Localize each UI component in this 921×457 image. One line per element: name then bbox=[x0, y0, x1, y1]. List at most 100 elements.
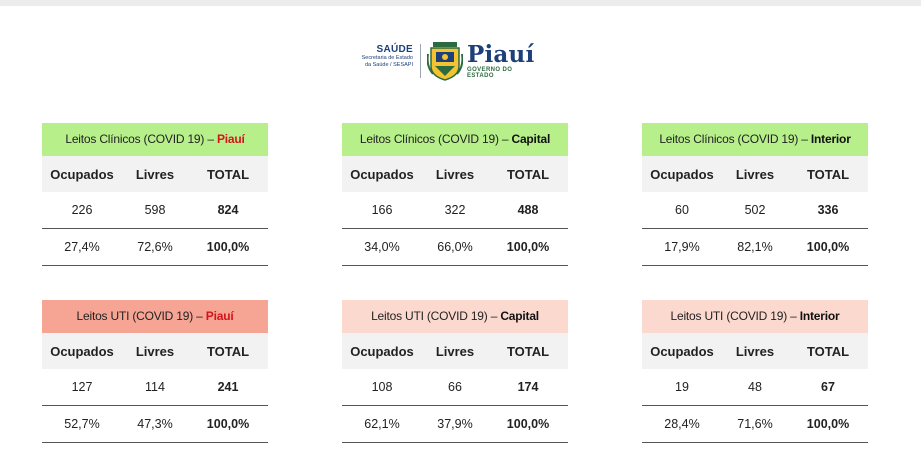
table-row-counts: 166 322 488 bbox=[342, 192, 568, 229]
title-text: Leitos Clínicos (COVID 19) – bbox=[659, 132, 811, 146]
saude-subtitle-2: da Saúde / SESAPI bbox=[364, 62, 413, 68]
table-row-percents: 52,7% 47,3% 100,0% bbox=[42, 406, 268, 443]
col-total: TOTAL bbox=[506, 166, 550, 182]
cell-ocupados: 226 bbox=[71, 203, 93, 217]
col-ocupados: Ocupados bbox=[50, 166, 114, 182]
col-ocupados: Ocupados bbox=[50, 343, 114, 359]
cell-total-pct: 100,0% bbox=[506, 417, 550, 431]
cell-ocupados: 60 bbox=[675, 203, 689, 217]
table-title: Leitos UTI (COVID 19) – Piauí bbox=[42, 300, 268, 333]
state-subtitle: GOVERNO DO ESTADO bbox=[467, 67, 513, 79]
cell-livres-pct: 72,6% bbox=[137, 240, 173, 254]
table-uti-piaui: Leitos UTI (COVID 19) – Piauí Ocupados L… bbox=[42, 300, 268, 443]
saude-subtitle-1: Secretaria de Estado bbox=[361, 55, 413, 61]
cell-ocupados-pct: 17,9% bbox=[664, 240, 700, 254]
cell-livres-pct: 37,9% bbox=[437, 417, 473, 431]
cell-livres-pct: 82,1% bbox=[737, 240, 773, 254]
cell-total: 336 bbox=[817, 203, 839, 217]
saude-logo: SAÚDE Secretaria de Estado da Saúde / SE… bbox=[355, 44, 413, 69]
cell-ocupados-pct: 28,4% bbox=[664, 417, 700, 431]
cell-total: 67 bbox=[821, 380, 835, 394]
col-livres: Livres bbox=[135, 166, 175, 182]
table-clinicos-capital: Leitos Clínicos (COVID 19) – Capital Ocu… bbox=[342, 123, 568, 266]
saude-title: SAÚDE bbox=[376, 44, 413, 55]
cell-ocupados: 166 bbox=[371, 203, 393, 217]
cell-total: 174 bbox=[517, 380, 539, 394]
column-headers: Ocupados Livres TOTAL bbox=[42, 333, 268, 369]
piaui-logo: Piauí GOVERNO DO ESTADO bbox=[467, 41, 535, 80]
region-label: Piauí bbox=[205, 309, 234, 323]
cell-ocupados: 127 bbox=[71, 380, 93, 394]
table-title: Leitos UTI (COVID 19) – Capital bbox=[342, 300, 568, 333]
cell-total-pct: 100,0% bbox=[806, 240, 850, 254]
col-ocupados: Ocupados bbox=[350, 166, 414, 182]
cell-total-pct: 100,0% bbox=[206, 240, 250, 254]
cell-ocupados: 19 bbox=[675, 380, 689, 394]
cell-total: 824 bbox=[217, 203, 239, 217]
table-clinicos-interior: Leitos Clínicos (COVID 19) – Interior Oc… bbox=[642, 123, 868, 266]
cell-total-pct: 100,0% bbox=[506, 240, 550, 254]
title-text: Leitos UTI (COVID 19) – bbox=[371, 309, 501, 323]
column-headers: Ocupados Livres TOTAL bbox=[642, 156, 868, 192]
region-label: Interior bbox=[810, 132, 851, 146]
table-row-counts: 60 502 336 bbox=[642, 192, 868, 229]
cell-livres: 322 bbox=[444, 203, 466, 217]
col-total: TOTAL bbox=[206, 343, 250, 359]
cell-livres-pct: 66,0% bbox=[437, 240, 473, 254]
col-livres: Livres bbox=[735, 166, 775, 182]
logo-divider bbox=[420, 44, 421, 78]
table-uti-interior: Leitos UTI (COVID 19) – Interior Ocupado… bbox=[642, 300, 868, 443]
col-ocupados: Ocupados bbox=[650, 166, 714, 182]
col-livres: Livres bbox=[435, 343, 475, 359]
table-row-counts: 127 114 241 bbox=[42, 369, 268, 406]
col-ocupados: Ocupados bbox=[350, 343, 414, 359]
col-total: TOTAL bbox=[506, 343, 550, 359]
state-crest-icon bbox=[426, 40, 464, 87]
cell-livres-pct: 47,3% bbox=[137, 417, 173, 431]
table-row-percents: 62,1% 37,9% 100,0% bbox=[342, 406, 568, 443]
cell-ocupados-pct: 52,7% bbox=[64, 417, 100, 431]
table-row-counts: 19 48 67 bbox=[642, 369, 868, 406]
region-label: Capital bbox=[500, 309, 539, 323]
cell-livres: 114 bbox=[145, 380, 165, 394]
cell-ocupados-pct: 27,4% bbox=[64, 240, 100, 254]
col-livres: Livres bbox=[435, 166, 475, 182]
cell-ocupados-pct: 62,1% bbox=[364, 417, 400, 431]
col-total: TOTAL bbox=[806, 343, 850, 359]
column-headers: Ocupados Livres TOTAL bbox=[42, 156, 268, 192]
title-text: Leitos Clínicos (COVID 19) – bbox=[359, 132, 512, 146]
cell-ocupados: 108 bbox=[371, 380, 393, 394]
region-label: Interior bbox=[799, 309, 840, 323]
col-total: TOTAL bbox=[206, 166, 250, 182]
column-headers: Ocupados Livres TOTAL bbox=[342, 333, 568, 369]
col-ocupados: Ocupados bbox=[650, 343, 714, 359]
col-livres: Livres bbox=[735, 343, 775, 359]
table-row-percents: 27,4% 72,6% 100,0% bbox=[42, 229, 268, 266]
region-label: Piauí bbox=[216, 132, 245, 146]
cell-total-pct: 100,0% bbox=[206, 417, 250, 431]
region-label: Capital bbox=[511, 132, 551, 146]
table-clinicos-piaui: Leitos Clínicos (COVID 19) – Piauí Ocupa… bbox=[42, 123, 268, 266]
cell-total: 488 bbox=[517, 203, 539, 217]
table-title: Leitos Clínicos (COVID 19) – Piauí bbox=[42, 123, 268, 156]
table-title: Leitos UTI (COVID 19) – Interior bbox=[642, 300, 868, 333]
cell-ocupados-pct: 34,0% bbox=[364, 240, 400, 254]
table-row-percents: 28,4% 71,6% 100,0% bbox=[642, 406, 868, 443]
title-text: Leitos UTI (COVID 19) – bbox=[670, 309, 800, 323]
title-text: Leitos UTI (COVID 19) – bbox=[76, 309, 206, 323]
table-title: Leitos Clínicos (COVID 19) – Interior bbox=[642, 123, 868, 156]
table-row-percents: 34,0% 66,0% 100,0% bbox=[342, 229, 568, 266]
cell-livres: 502 bbox=[744, 203, 766, 217]
column-headers: Ocupados Livres TOTAL bbox=[342, 156, 568, 192]
table-row-counts: 108 66 174 bbox=[342, 369, 568, 406]
state-name: Piauí bbox=[467, 41, 535, 68]
table-uti-capital: Leitos UTI (COVID 19) – Capital Ocupados… bbox=[342, 300, 568, 443]
col-livres: Livres bbox=[135, 343, 175, 359]
table-row-percents: 17,9% 82,1% 100,0% bbox=[642, 229, 868, 266]
cell-livres: 66 bbox=[448, 380, 462, 394]
table-title: Leitos Clínicos (COVID 19) – Capital bbox=[342, 123, 568, 156]
cell-total-pct: 100,0% bbox=[806, 417, 850, 431]
cell-total: 241 bbox=[217, 380, 239, 394]
col-total: TOTAL bbox=[806, 166, 850, 182]
cell-livres: 598 bbox=[144, 203, 166, 217]
